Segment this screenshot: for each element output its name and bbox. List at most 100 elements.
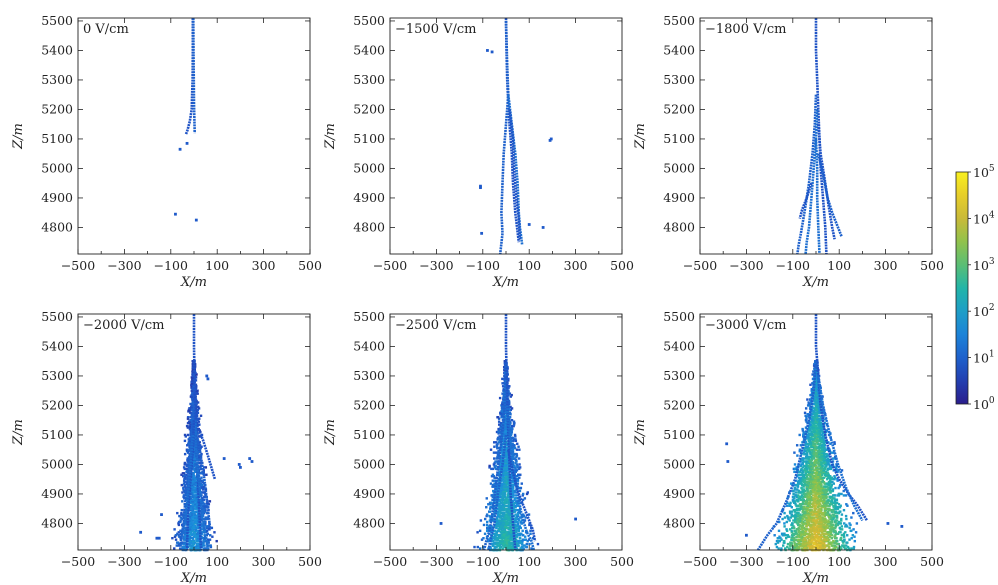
density-cell	[179, 529, 182, 533]
density-cell	[195, 538, 199, 541]
density-cell	[190, 489, 193, 493]
density-cell	[194, 463, 198, 466]
density-cell	[792, 537, 796, 540]
density-cell	[184, 541, 187, 544]
density-cell	[500, 454, 503, 457]
density-cell	[191, 388, 194, 391]
density-cell	[496, 516, 499, 519]
density-cell	[491, 506, 494, 509]
density-cell	[825, 523, 829, 527]
density-cell	[195, 489, 198, 493]
density-cell	[187, 519, 190, 522]
density-cell	[204, 494, 207, 497]
density-cell	[183, 485, 186, 488]
density-cell	[501, 544, 505, 547]
density-cell	[502, 501, 505, 504]
density-cell	[199, 464, 202, 468]
density-cell	[175, 544, 178, 547]
density-cell	[526, 539, 529, 543]
density-cell	[180, 513, 183, 516]
density-cell	[509, 491, 512, 494]
density-cell	[504, 429, 507, 432]
density-cell	[501, 401, 504, 404]
y-axis-label: Z/m	[633, 123, 648, 150]
density-cell	[199, 491, 202, 494]
density-cell	[804, 532, 808, 535]
x-tick-label: 500	[610, 258, 634, 273]
density-cell	[194, 528, 198, 531]
density-cell	[507, 417, 511, 420]
density-cell	[809, 531, 813, 534]
density-cell	[509, 541, 512, 544]
density-cell	[522, 514, 526, 518]
density-cell	[499, 510, 502, 513]
density-cell	[502, 470, 505, 474]
density-cell	[501, 504, 504, 507]
track-line	[798, 182, 813, 219]
density-cell	[507, 506, 510, 509]
density-cell	[193, 531, 197, 534]
density-cell	[850, 537, 853, 540]
density-cell	[527, 513, 531, 516]
x-tick-label: −300	[419, 554, 453, 569]
density-cell	[520, 482, 523, 485]
density-cell	[507, 510, 510, 513]
density-cell	[801, 538, 804, 541]
density-cell	[497, 544, 501, 547]
density-cell	[799, 534, 803, 537]
density-cell	[195, 373, 198, 376]
density-cell	[511, 444, 515, 447]
density-cell	[208, 500, 212, 503]
density-cell	[841, 539, 844, 543]
density-cell	[204, 522, 207, 525]
density-cell	[195, 485, 199, 488]
x-tick-label: 300	[564, 258, 588, 273]
density-cell	[510, 419, 514, 422]
density-cell	[504, 376, 507, 379]
density-cell	[800, 537, 804, 540]
density-cell	[191, 498, 194, 502]
density-cell	[503, 526, 506, 530]
density-cell	[196, 432, 200, 435]
density-cell	[193, 541, 197, 544]
density-cell	[520, 522, 523, 525]
density-cell	[812, 525, 815, 528]
track-line	[487, 434, 508, 551]
density-cell	[799, 539, 803, 543]
density-cell	[507, 544, 510, 547]
density-cell	[195, 542, 199, 546]
density-cell	[509, 507, 512, 510]
density-cell	[498, 475, 501, 478]
density-cell	[505, 448, 509, 451]
density-cell	[488, 464, 491, 468]
density-cell	[497, 479, 500, 482]
density-cell	[209, 534, 212, 537]
density-cell	[196, 389, 199, 392]
panel-data	[439, 314, 577, 552]
density-cell	[503, 379, 506, 382]
density-cell	[193, 476, 196, 479]
density-cell	[498, 472, 502, 475]
density-cell	[515, 516, 519, 519]
density-cell	[513, 473, 516, 476]
density-cell	[827, 545, 831, 549]
density-cell	[792, 525, 795, 528]
density-cell	[498, 438, 501, 441]
density-cell	[197, 454, 201, 457]
density-cell	[511, 436, 515, 440]
density-cell	[773, 534, 776, 537]
density-cell	[512, 452, 516, 456]
density-cell	[813, 532, 816, 535]
density-cell	[501, 511, 505, 515]
scatter-point	[479, 184, 482, 188]
density-cell	[496, 488, 499, 491]
density-cell	[189, 497, 193, 500]
density-cell	[191, 472, 194, 475]
density-cell	[191, 379, 194, 382]
density-cell	[504, 388, 508, 391]
density-cell	[803, 545, 807, 549]
density-cell	[840, 525, 844, 528]
density-cell	[821, 526, 824, 530]
density-cell	[188, 516, 191, 519]
density-cell	[505, 541, 508, 544]
